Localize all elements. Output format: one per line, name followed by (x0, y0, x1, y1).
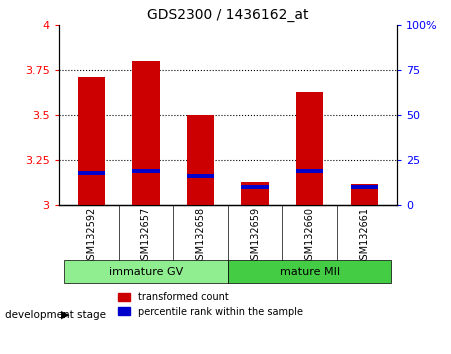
Text: GSM132659: GSM132659 (250, 207, 260, 266)
Text: ▶: ▶ (61, 310, 69, 320)
Legend: transformed count, percentile rank within the sample: transformed count, percentile rank withi… (114, 288, 306, 321)
Bar (132, 61, 160, 205)
Bar (228, 260, 391, 283)
Text: development stage: development stage (5, 310, 106, 320)
Text: immature GV: immature GV (109, 267, 183, 276)
Bar (78, 171, 105, 175)
Bar (350, 184, 378, 205)
Bar (241, 185, 269, 189)
Bar (296, 169, 323, 173)
Text: GSM132658: GSM132658 (195, 207, 206, 266)
Bar (132, 169, 160, 173)
Text: GSM132661: GSM132661 (359, 207, 369, 266)
Bar (296, 92, 323, 205)
Bar (241, 182, 269, 205)
Title: GDS2300 / 1436162_at: GDS2300 / 1436162_at (147, 8, 308, 22)
Bar (187, 115, 214, 205)
Text: GSM132660: GSM132660 (304, 207, 315, 266)
Text: GSM132657: GSM132657 (141, 207, 151, 266)
Bar (187, 175, 214, 178)
Bar (64, 260, 228, 283)
Text: mature MII: mature MII (280, 267, 340, 276)
Bar (78, 77, 105, 205)
Text: GSM132592: GSM132592 (86, 207, 97, 266)
Bar (350, 185, 378, 189)
